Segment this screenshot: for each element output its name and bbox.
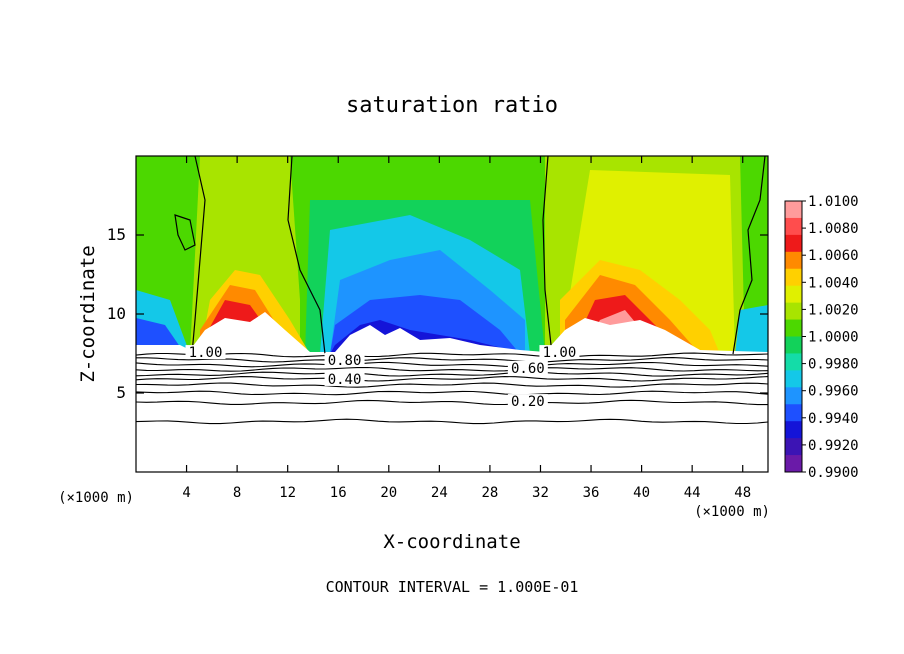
colorbar-swatch-6 [785,302,802,321]
contour-label: 0.80 [328,353,362,369]
colorbar-swatch-9 [785,353,802,371]
ground-contours [136,352,768,425]
colorbar-label: 0.9900 [808,465,859,481]
x-axis: 4 8 12 16 20 24 28 32 36 40 44 48 [182,156,751,501]
contour-label-bg [185,345,226,360]
x-tick-label: 16 [330,485,347,501]
x-axis-label: X-coordinate [383,531,520,553]
colorbar-label: 1.0000 [808,330,859,346]
y-tick-label: 15 [107,225,126,244]
ground-contour-8 [136,399,768,406]
ground-contour-5 [136,376,768,382]
colorbar-swatch-3 [785,251,802,270]
contour-1.00-d [732,156,766,355]
plot-area: 1.00 0.800.401.000.600.20 [136,156,768,472]
colorbar-label: 0.9920 [808,438,859,454]
contour-label-bg [324,352,365,367]
x-tick-label: 40 [633,485,650,501]
colorbar-swatch-2 [785,234,802,253]
contour-1.00-b [287,156,326,355]
contour-label: 1.00 [189,345,223,361]
colorbar-label: 1.0100 [808,194,859,210]
ground-contour-0 [136,352,768,358]
colorbar-swatch-5 [785,285,802,304]
colorbar-swatch-0 [785,201,802,219]
colorbar-label: 0.9960 [808,384,859,400]
ground-contour-7 [136,390,768,396]
contour-label-bg [324,371,365,386]
contour-1.00-a [191,156,206,355]
ground-contour-2 [136,361,768,368]
x-tick-label: 24 [431,485,448,501]
chart-title: saturation ratio [346,93,558,118]
ground-contour-9 [136,418,768,425]
ground-contour-3 [136,366,768,372]
colorbar-swatch-13 [785,421,802,439]
contour-label: 0.60 [511,361,545,377]
contour-interval: CONTOUR INTERVAL = 1.000E-01 [326,578,579,596]
x-tick-label: 20 [380,485,397,501]
x-tick-label: 28 [481,485,498,501]
ground-contour-6 [136,382,768,388]
colorbar-swatch-15 [785,455,802,473]
colorbar-label: 0.9940 [808,411,859,427]
colorbar-label: 1.0020 [808,302,859,318]
contour-label-bg [539,345,580,360]
contour-1.00-loop [174,214,196,251]
x-tick-label: 8 [233,485,241,501]
contour-label: 1.00 [543,345,577,361]
colorbar-label: 1.0060 [808,248,859,264]
ground-contour-1 [136,357,768,363]
x-unit-label: (×1000 m) [694,504,770,520]
x-tick-label: 44 [684,485,701,501]
colorbar-label: 1.0080 [808,221,859,237]
y-tick-label: 5 [116,383,126,402]
x-tick-label: 36 [583,485,600,501]
contour-label-bg [507,360,548,375]
y-axis: 5 10 15 [107,225,768,402]
x-tick-label: 48 [734,485,751,501]
contour-lines [174,156,766,355]
colorbar-label: 1.0040 [808,275,859,291]
ground-contour-4 [136,371,768,377]
z-unit-label: (×1000 m) [58,490,134,506]
colorbar-swatch-14 [785,438,802,456]
contour-labels: 1.00 0.800.401.000.600.20 [185,345,580,410]
colorbar-swatch-4 [785,268,802,287]
colorbar-swatch-1 [785,217,802,236]
colorbar-swatch-12 [785,404,802,422]
colorbar-swatch-7 [785,319,802,337]
contour-label: 0.20 [511,394,545,410]
y-axis-label: Z-coordinate [77,245,99,382]
colorbar: 1.0100 1.0080 1.0060 1.0040 1.0020 1.0000 0.99… [784,194,859,481]
field-band-11 [735,305,768,354]
colorbar-label: 0.9980 [808,357,859,373]
x-tick-label: 4 [182,485,190,501]
y-tick-label: 10 [107,304,126,323]
colorbar-swatch-11 [785,387,802,405]
colorbar-swatch-8 [785,336,802,354]
contour-1.00-c [542,156,553,355]
x-tick-label: 32 [532,485,549,501]
contour-label: 0.40 [328,372,362,388]
contour-label-bg [507,394,548,409]
x-tick-label: 12 [279,485,296,501]
colorbar-swatch-10 [785,370,802,388]
